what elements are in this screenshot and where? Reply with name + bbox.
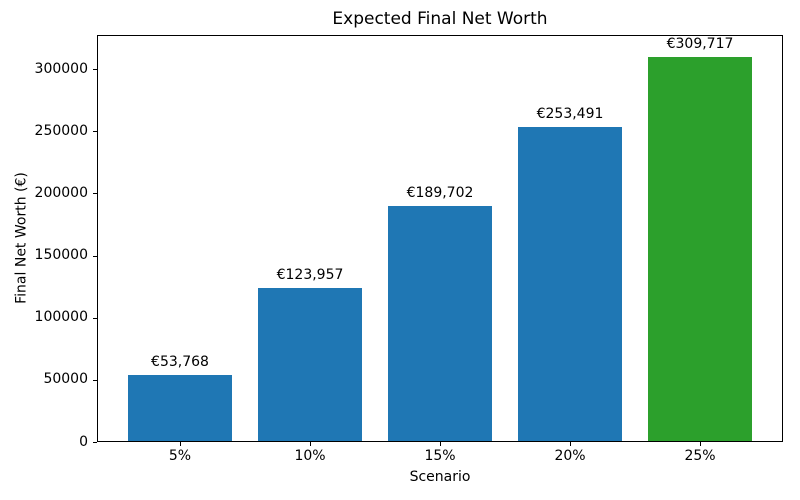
x-axis-tick bbox=[180, 442, 181, 446]
x-axis-label: Scenario bbox=[409, 469, 471, 485]
y-axis-tick-label: 0 bbox=[79, 434, 88, 450]
y-axis-tick-label: 150000 bbox=[34, 247, 88, 263]
y-axis-tick-label: 50000 bbox=[43, 371, 88, 387]
bar bbox=[388, 206, 492, 441]
bar bbox=[648, 57, 752, 441]
bar-value-label: €189,702 bbox=[406, 185, 474, 201]
y-axis-tick bbox=[93, 69, 97, 70]
bar bbox=[258, 288, 362, 441]
bar bbox=[128, 375, 232, 441]
y-axis-tick bbox=[93, 131, 97, 132]
y-axis-tick-label: 300000 bbox=[34, 61, 88, 77]
bar-value-label: €123,957 bbox=[276, 267, 344, 283]
y-axis-tick bbox=[93, 318, 97, 319]
y-axis-tick bbox=[93, 442, 97, 443]
bar-value-label: €253,491 bbox=[536, 106, 604, 122]
y-axis-tick bbox=[93, 380, 97, 381]
x-axis-tick-label: 20% bbox=[554, 448, 586, 464]
bar-value-label: €309,717 bbox=[666, 36, 734, 52]
x-axis-tick-label: 15% bbox=[424, 448, 456, 464]
x-axis-tick-label: 25% bbox=[684, 448, 716, 464]
y-axis-tick-label: 250000 bbox=[34, 123, 88, 139]
x-axis-tick bbox=[570, 442, 571, 446]
x-axis-tick-label: 5% bbox=[168, 448, 192, 464]
x-axis-tick-label: 10% bbox=[294, 448, 326, 464]
bar-value-label: €53,768 bbox=[151, 354, 209, 370]
y-axis-tick-label: 100000 bbox=[34, 309, 88, 325]
y-axis-tick bbox=[93, 256, 97, 257]
chart-title: Expected Final Net Worth bbox=[332, 9, 548, 29]
bar bbox=[518, 127, 622, 441]
y-axis-tick-label: 200000 bbox=[34, 185, 88, 201]
x-axis-tick bbox=[700, 442, 701, 446]
x-axis-tick bbox=[310, 442, 311, 446]
y-axis-tick bbox=[93, 193, 97, 194]
x-axis-tick bbox=[440, 442, 441, 446]
